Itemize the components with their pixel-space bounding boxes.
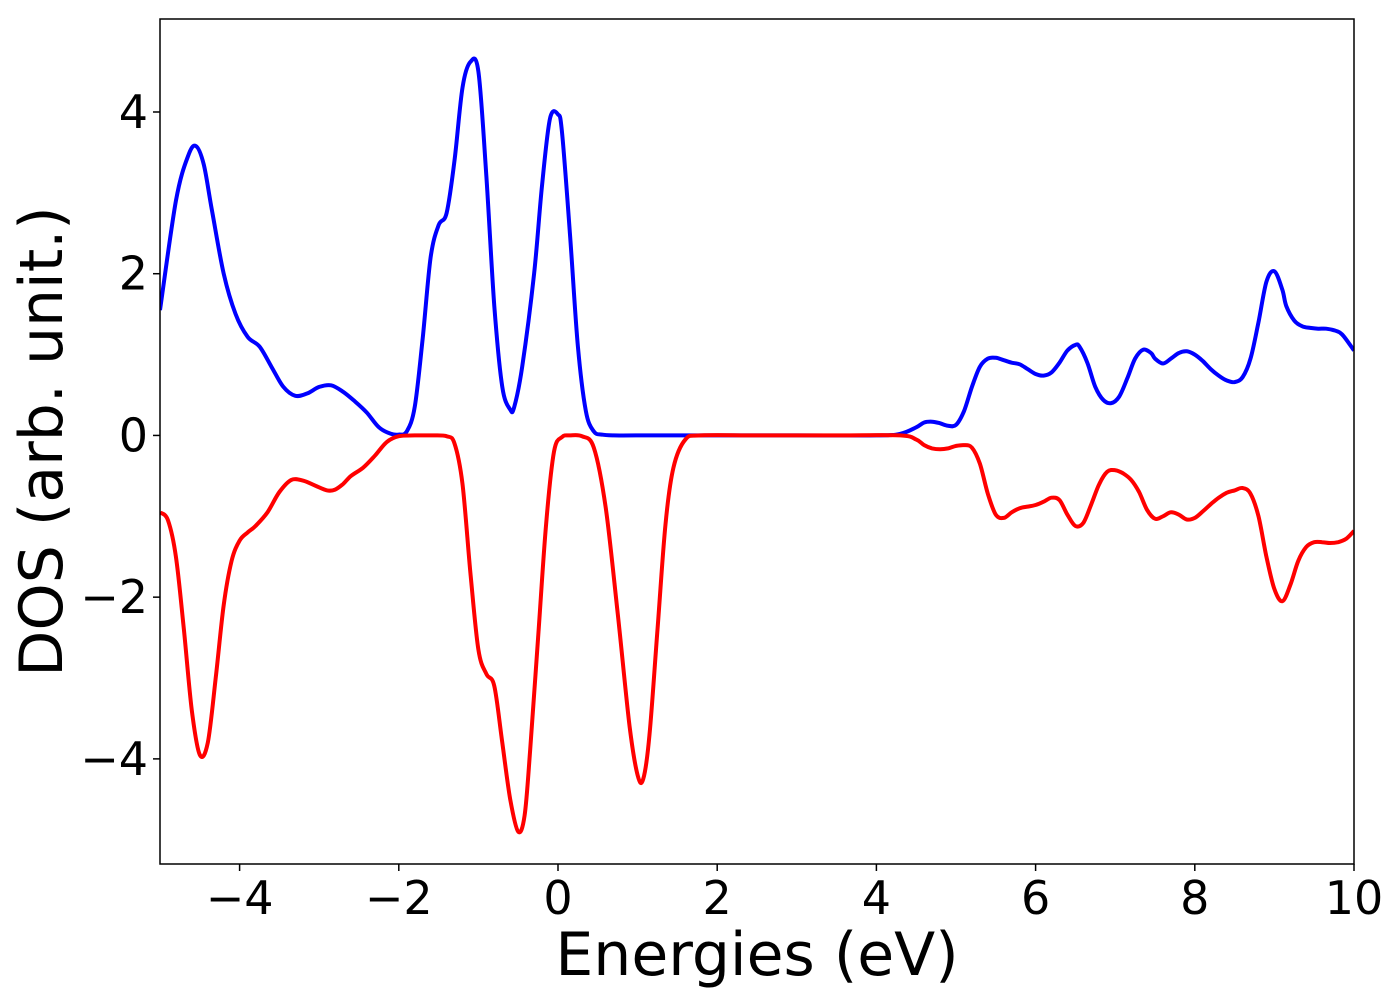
y-tick-label: 0: [119, 408, 148, 462]
y-tick-label: −2: [80, 570, 148, 624]
y-tick-label: 4: [119, 85, 148, 139]
x-tick-label: 0: [543, 871, 572, 925]
x-tick-label: −4: [206, 871, 274, 925]
x-tick-label: 4: [862, 871, 891, 925]
y-tick-label: 2: [119, 247, 148, 301]
x-tick-label: −2: [365, 871, 433, 925]
plot-frame: [159, 18, 1355, 865]
x-axis-title: Energies (eV): [555, 920, 958, 990]
y-axis-title: DOS (arb. unit.): [7, 206, 77, 676]
dos-series-line-1: [160, 56, 1354, 438]
x-tick-label: 2: [703, 871, 732, 925]
series-layer: [160, 56, 1354, 835]
x-tick-label: 10: [1325, 871, 1384, 925]
dos-series-line-2: [160, 433, 1354, 835]
x-tick-label: 8: [1180, 871, 1209, 925]
y-tick-label: −4: [80, 732, 148, 786]
x-axis-ticks: −4 −2 0 2 4 6 8 10: [206, 864, 1384, 925]
x-tick-label: 6: [1021, 871, 1050, 925]
y-axis-ticks: −4 −2 0 2 4: [80, 85, 160, 786]
